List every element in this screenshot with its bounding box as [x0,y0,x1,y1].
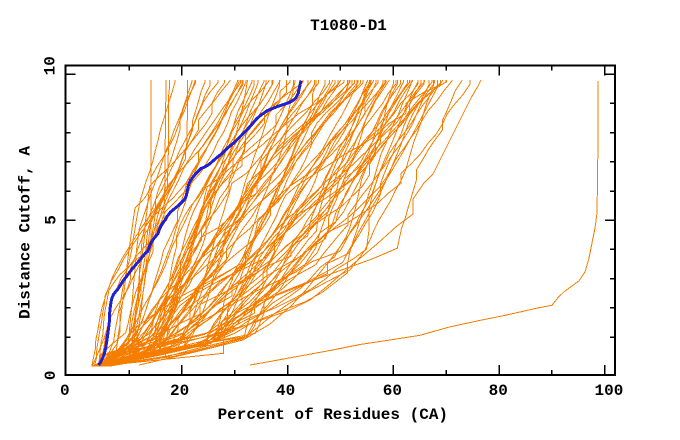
svg-text:T1080-D1: T1080-D1 [310,17,387,35]
svg-text:100: 100 [594,382,623,400]
svg-text:0: 0 [60,382,70,400]
svg-text:5: 5 [43,215,61,225]
svg-text:80: 80 [489,382,508,400]
svg-text:60: 60 [383,382,402,400]
svg-text:Distance Cutoff, A: Distance Cutoff, A [16,146,34,319]
svg-text:20: 20 [170,382,189,400]
svg-text:10: 10 [41,56,59,75]
svg-text:Percent of Residues (CA): Percent of Residues (CA) [218,406,448,424]
svg-text:0: 0 [42,370,60,380]
svg-text:40: 40 [276,382,295,400]
